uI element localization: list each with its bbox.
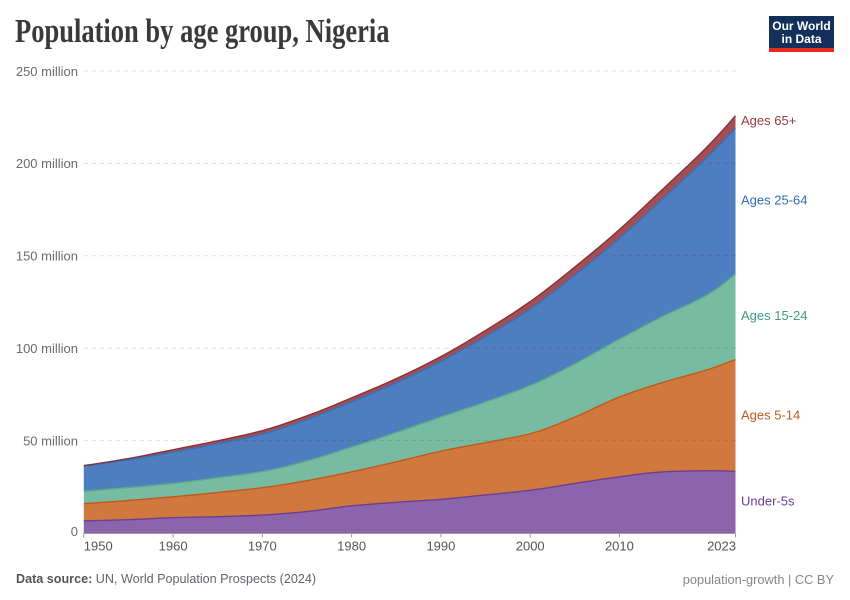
- svg-text:Ages 5-14: Ages 5-14: [741, 407, 800, 422]
- svg-text:150 million: 150 million: [16, 249, 78, 264]
- svg-text:2023: 2023: [707, 538, 736, 553]
- svg-text:1970: 1970: [248, 538, 277, 553]
- svg-text:1980: 1980: [337, 538, 366, 553]
- svg-text:Ages 25-64: Ages 25-64: [741, 192, 808, 207]
- svg-text:Under-5s: Under-5s: [741, 493, 795, 508]
- svg-text:50 million: 50 million: [23, 433, 78, 448]
- svg-text:Ages 15-24: Ages 15-24: [741, 308, 808, 323]
- svg-text:Ages 65+: Ages 65+: [741, 113, 796, 128]
- svg-text:0: 0: [71, 524, 78, 539]
- svg-text:1990: 1990: [426, 538, 455, 553]
- svg-text:2010: 2010: [605, 538, 634, 553]
- svg-text:200 million: 200 million: [16, 156, 78, 171]
- svg-text:1960: 1960: [159, 538, 188, 553]
- svg-text:250 million: 250 million: [16, 64, 78, 79]
- svg-text:100 million: 100 million: [16, 341, 78, 356]
- svg-text:2000: 2000: [516, 538, 545, 553]
- svg-text:1950: 1950: [84, 538, 113, 553]
